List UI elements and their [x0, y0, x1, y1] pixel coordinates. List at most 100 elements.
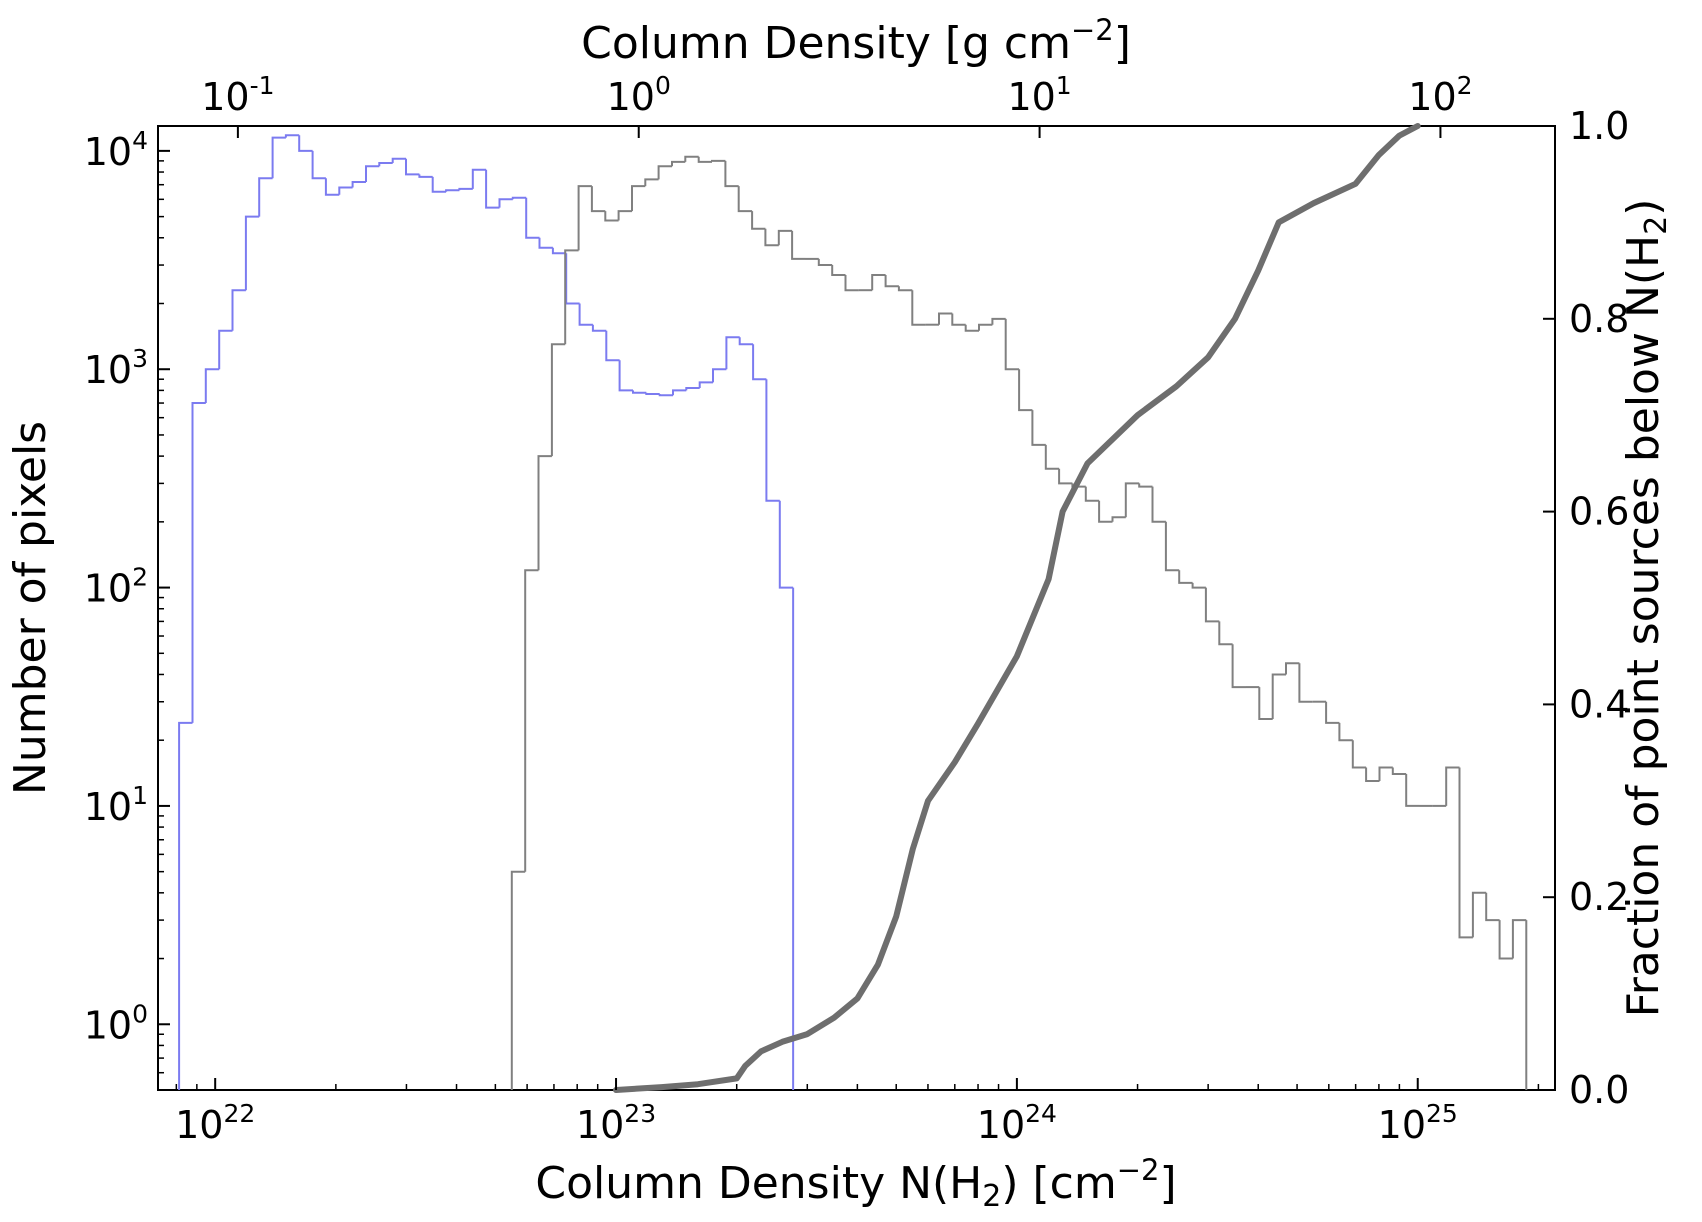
histogram-bin [1138, 483, 1153, 488]
histogram-bin [551, 247, 567, 255]
x-bottom-tick-label: 1022 [175, 1099, 255, 1147]
histogram-bin [538, 237, 553, 249]
histogram-bin [378, 162, 393, 167]
histogram-bin [590, 186, 606, 213]
histogram-bin [431, 176, 447, 193]
histogram-bin [1204, 587, 1220, 623]
histogram-bin [765, 379, 780, 502]
histogram-bin [685, 387, 700, 391]
x-axis-bottom-title: Column Density N(H2) [cm−2] [535, 1153, 1176, 1214]
histogram-bin [1471, 891, 1487, 938]
histogram-bin [391, 157, 406, 163]
histogram-bin [698, 381, 713, 388]
histogram-bin [365, 165, 380, 182]
histogram-bin [644, 178, 659, 187]
histogram-bin [778, 500, 794, 589]
histogram-bin [938, 312, 953, 325]
histogram-bin [550, 343, 566, 457]
histogram-bin [565, 253, 580, 305]
histogram-bin [871, 274, 886, 291]
histogram-bin [951, 313, 966, 326]
histogram-bin [1151, 486, 1166, 523]
x-top-tick-label: 102 [1408, 71, 1472, 119]
histogram-bin [752, 344, 767, 381]
histogram-bin [737, 186, 753, 213]
histogram-bin [218, 329, 233, 370]
ticks-layer: 1022 1023 1024 1025 10-1 100 101 102 100 101 102 10… [84, 71, 1630, 1147]
histogram-bin [418, 174, 433, 178]
y-right-tick-label: 0.6 [1569, 490, 1629, 534]
histogram-bin [697, 156, 712, 163]
histogram-bin [1271, 673, 1286, 719]
histogram-bin [1391, 767, 1407, 775]
histogram-series-1 [510, 155, 1528, 1090]
histogram-bin [1405, 774, 1420, 807]
histogram-bin [1365, 767, 1380, 782]
histogram-bin [605, 330, 620, 362]
histogram-bin [725, 336, 740, 370]
histogram-bin [525, 197, 540, 239]
histogram-bin [231, 289, 246, 331]
x-top-tick-label: 101 [1007, 71, 1071, 119]
histogram-bin [204, 368, 220, 403]
histogram-bin [1084, 486, 1100, 502]
histogram-bin [632, 390, 647, 394]
histogram-bin [964, 324, 979, 332]
histogram-bin [445, 189, 460, 192]
histogram-bin [511, 196, 527, 200]
histogram-bin [1351, 740, 1367, 769]
histogram-bin [1178, 570, 1193, 584]
histogram-bin [485, 169, 500, 209]
y-right-tick-label: 0.8 [1569, 297, 1629, 341]
histogram-series-0 [178, 134, 795, 1090]
histogram-bin [911, 290, 926, 326]
histogram-bin [1164, 521, 1180, 572]
histogram-bin [458, 187, 473, 191]
histogram-bin [510, 870, 526, 1090]
histogram-bin [1058, 468, 1073, 485]
histogram-bin [591, 324, 607, 332]
histogram-bin [1338, 722, 1353, 742]
y-left-tick-label: 103 [84, 344, 148, 392]
histogram-bin [338, 186, 353, 195]
x-bottom-tick-label: 1024 [977, 1099, 1057, 1147]
y-axis-right-title: Fraction of point sources below N(H2) [1618, 199, 1674, 1018]
histogram-bin [351, 181, 366, 188]
histogram-bin [991, 317, 1006, 325]
histogram-bin [684, 155, 699, 162]
y-left-tick-label: 101 [84, 781, 148, 829]
y-right-tick-label: 0.4 [1569, 682, 1629, 726]
x-top-tick-label: 10-1 [201, 71, 274, 119]
histogram-bin [1098, 500, 1113, 523]
histogram-bin [1498, 920, 1513, 960]
y-left-tick-label: 100 [84, 999, 148, 1047]
histogram-bin [978, 323, 993, 331]
histogram-bin [537, 455, 552, 571]
histogram-bin [324, 178, 340, 196]
histogram-bin [711, 159, 726, 162]
histogram-bin [1298, 663, 1313, 703]
histogram-bin [298, 135, 313, 152]
histogram-bin [1218, 621, 1233, 646]
histogram-bin [1044, 444, 1060, 470]
histogram-bin [577, 185, 592, 251]
histogram-bin [645, 392, 660, 395]
histogram-bin [1458, 767, 1473, 939]
histogram-bin [564, 249, 579, 345]
histogram-bin [578, 303, 593, 326]
histogram-bin [617, 210, 632, 221]
histogram-bin [791, 230, 806, 260]
histogram-bin [258, 177, 273, 217]
histogram-bin [844, 275, 859, 292]
histogram-bin [1258, 687, 1273, 720]
histogram-bin [1031, 410, 1046, 446]
histogram-bin [1485, 892, 1500, 922]
histogram-bin [618, 360, 633, 392]
histogram-bin [817, 258, 833, 266]
histogram-bin [284, 134, 300, 138]
y-left-tick-label: 102 [84, 563, 148, 611]
histogram-bin [191, 402, 206, 723]
y-right-tick-label: 0.2 [1569, 875, 1629, 919]
histogram-bin [178, 721, 193, 1090]
